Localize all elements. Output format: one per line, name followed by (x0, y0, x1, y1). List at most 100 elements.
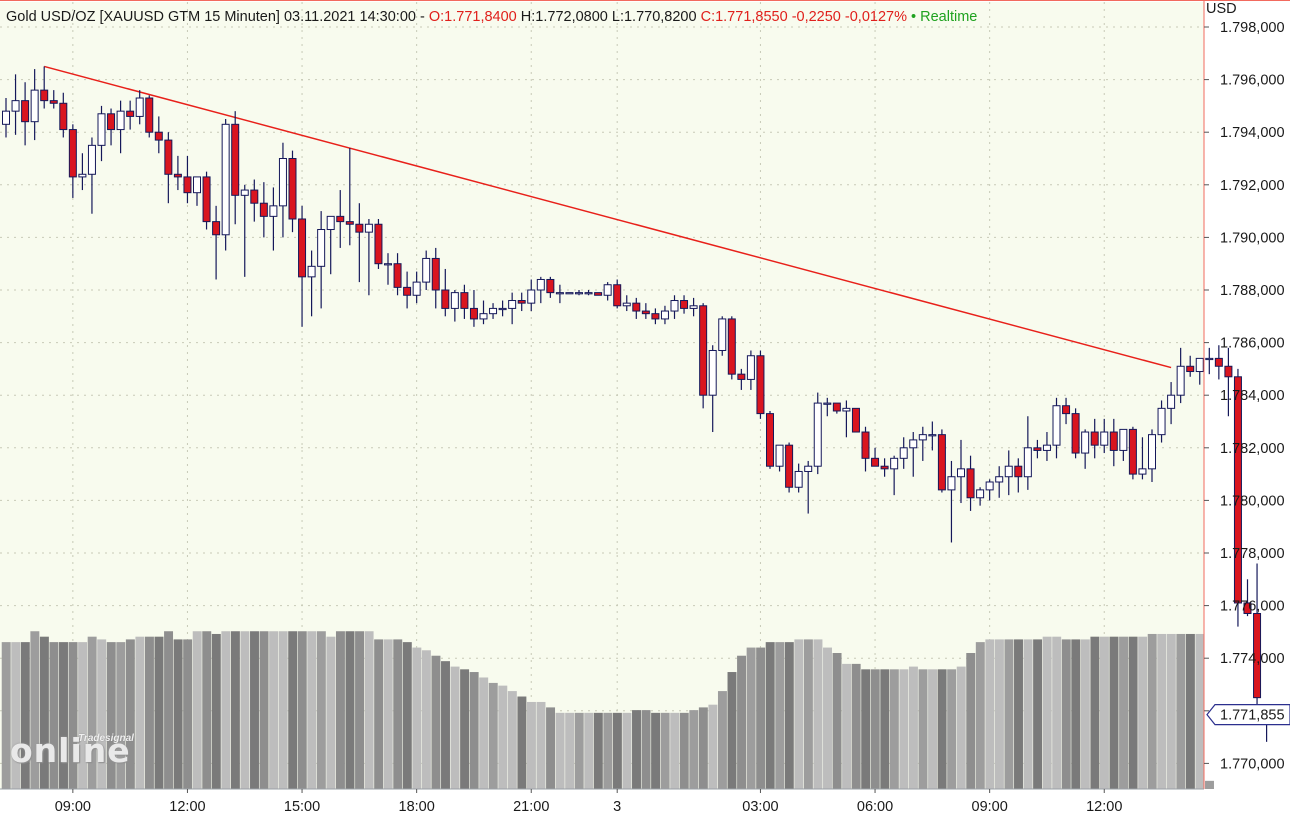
volume-bar (1014, 639, 1023, 789)
candle-body (1042, 444, 1051, 451)
volume-bar (1147, 633, 1157, 789)
candle-body (135, 97, 144, 117)
candle-body (823, 402, 832, 405)
candle-body (985, 481, 994, 491)
volume-bar (546, 707, 556, 789)
candle-body (766, 413, 774, 467)
x-tick-label: 21:00 (513, 799, 549, 814)
volume-bar (784, 642, 794, 789)
volume-bar (269, 631, 279, 789)
volume-bar (507, 691, 517, 789)
candle-body (555, 292, 564, 295)
candle-body (1243, 602, 1252, 614)
candle-body (288, 158, 297, 220)
candle-body (680, 300, 689, 309)
x-tick-label: 12:00 (169, 799, 205, 814)
volume-bar (593, 712, 603, 789)
candle-body (1233, 376, 1242, 604)
candle-body (422, 257, 431, 283)
logo-wordmark: online (10, 731, 131, 770)
y-tick-label: 1.796,000 (1220, 73, 1285, 89)
candle-body (613, 284, 622, 307)
volume-bar (383, 639, 393, 789)
candle-body (164, 139, 173, 175)
volume-bar (1119, 636, 1129, 789)
candle-body (2, 110, 10, 125)
volume-bar (526, 701, 536, 789)
volume-bar (842, 663, 852, 789)
candle-body (966, 468, 975, 499)
candle-body (546, 278, 555, 294)
volume-bar (488, 682, 498, 789)
volume-bar (450, 666, 460, 789)
x-tick-label: 3 (613, 799, 621, 814)
candle-body (947, 476, 956, 491)
volume-bar (250, 631, 259, 789)
x-tick-label: 15:00 (284, 799, 320, 814)
candle-body (1023, 447, 1032, 478)
volume-bar (1176, 633, 1186, 789)
volume-bar (660, 712, 670, 789)
candle-body (1253, 612, 1262, 699)
candle-body (976, 489, 985, 499)
volume-bar (1166, 633, 1176, 789)
y-tick-label: 1.770,000 (1220, 756, 1285, 772)
candle-body (479, 313, 488, 320)
candle-body (126, 110, 135, 117)
candle-body (641, 310, 650, 315)
x-tick-label: 12:00 (1086, 799, 1122, 814)
volume-bar (918, 669, 928, 789)
candle-body (1071, 413, 1080, 454)
candle-body (603, 284, 612, 296)
volume-bar (651, 712, 661, 789)
candle-body (851, 407, 860, 433)
candle-body (298, 218, 307, 278)
candle-body (794, 470, 803, 488)
candle-body (431, 257, 440, 291)
y-tick-label: 1.786,000 (1220, 336, 1285, 352)
candle-body (259, 202, 268, 217)
candle-body (937, 434, 946, 491)
candle-body (11, 100, 20, 112)
candle-body (508, 300, 517, 309)
y-tick-label: 1.782,000 (1220, 441, 1285, 457)
volume-bar (59, 642, 68, 789)
candle-body (1081, 431, 1090, 454)
logo-tradesignal: Tradesignal (78, 733, 134, 744)
volume-bar (717, 691, 727, 789)
candle-body (212, 221, 221, 236)
y-tick-label: 1.788,000 (1220, 283, 1285, 299)
volume-bar (68, 642, 78, 789)
volume-bar (135, 636, 145, 789)
candle-body (1052, 405, 1061, 446)
candle-body (890, 457, 899, 470)
y-tick-label: 1.778,000 (1220, 546, 1285, 562)
volume-bar (1195, 633, 1205, 789)
volume-bar (78, 642, 88, 789)
volume-bar (374, 639, 384, 789)
volume-bar (307, 631, 317, 789)
candle-body (231, 123, 240, 196)
instrument-info: Gold USD/OZ [XAUUSD GTM 15 Minuten] 03.1… (6, 9, 425, 25)
volume-bar (794, 639, 804, 789)
candle-body (460, 292, 469, 309)
volume-bar (441, 661, 450, 789)
candle-body (832, 402, 841, 412)
candle-body (1176, 365, 1185, 396)
candle-body (670, 300, 679, 312)
volume-bar (775, 642, 785, 789)
chart-header: Gold USD/OZ [XAUUSD GTM 15 Minuten] 03.1… (6, 9, 977, 25)
candle-body (1195, 357, 1204, 373)
candle-body (87, 144, 96, 175)
volume-bar (985, 639, 995, 789)
candle-body (1167, 394, 1176, 409)
volume-bar (851, 663, 861, 789)
volume-bar (297, 631, 307, 789)
candle-body (384, 263, 392, 266)
candle-body (40, 89, 49, 102)
volume-bar (823, 647, 832, 789)
candle-body (107, 113, 116, 131)
y-tick-label: 1.792,000 (1220, 178, 1285, 194)
